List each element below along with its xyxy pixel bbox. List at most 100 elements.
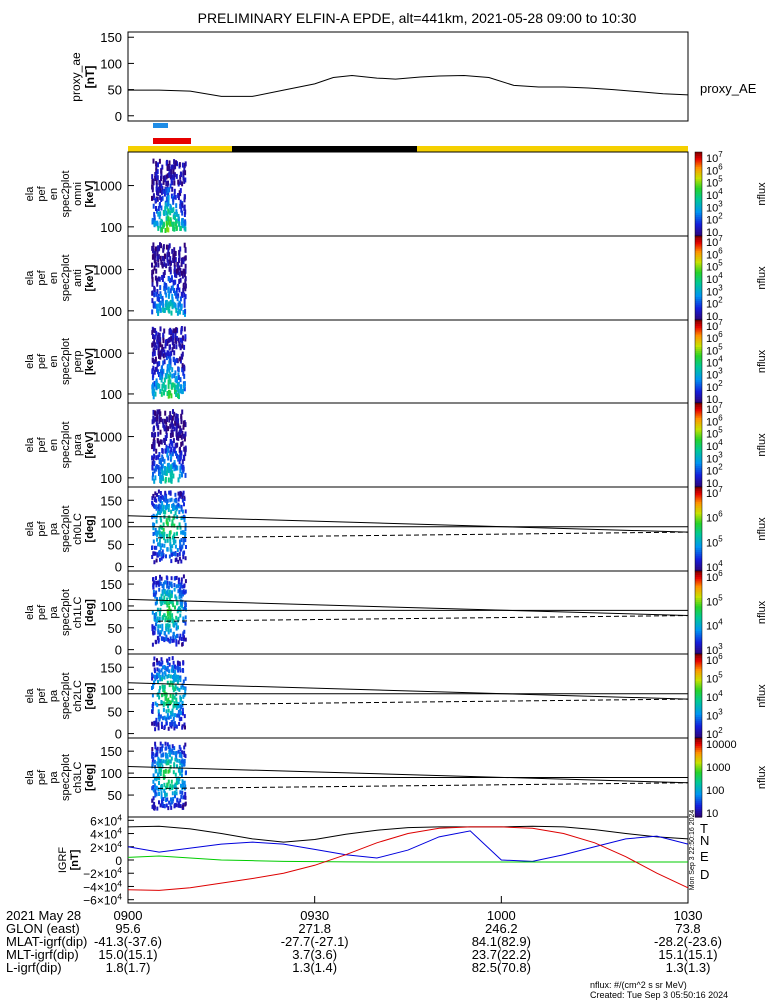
colorbar-cell [695,206,702,210]
spec-cell [182,574,185,579]
colorbar-cell [695,170,702,174]
spec-cell [157,772,160,777]
spec-cell [158,332,161,338]
colorbar-cell [695,363,702,367]
y-axis-label-line: pef [36,436,48,452]
spec-cell [172,328,175,334]
colorbar-cell [695,591,702,595]
spec-cell [167,191,170,197]
colorbar-cell [695,489,702,492]
spec-cell [184,605,186,610]
spec-cell [161,591,164,596]
spec-cell [170,415,172,421]
spec-cell [171,656,174,661]
spec-cell [166,589,169,594]
y-axis-label-line: en [48,188,60,200]
spec-cell [157,191,160,197]
colorbar-cell [695,301,702,304]
spec-cell [154,592,157,597]
spec-cell [158,361,161,367]
y-tick-label: −6×104 [83,892,122,908]
colorbar-cell [695,246,702,250]
y-axis-label-line: ela [24,270,36,286]
spec-cell [163,686,166,691]
spec-cell [171,285,174,291]
colorbar-cell [695,679,702,682]
spec-cell [164,759,167,764]
spec-cell [156,438,159,444]
spec-cell [152,302,155,308]
spec-cell [155,345,158,351]
spec-cell [177,502,180,507]
spec-cell [183,714,186,719]
colorbar-cell [695,608,702,612]
colorbar-cell [695,712,702,716]
spec-cell [157,206,160,211]
spec-cell [154,764,157,769]
spec-cell [177,393,179,399]
spec-cell [183,750,186,755]
colorbar-cell [695,614,702,618]
colorbar-tick-label: 104 [706,271,723,286]
colorbar-cell [695,200,702,203]
spec-cell [161,164,164,170]
spec-cell [168,160,171,166]
colorbar-cell [695,807,702,810]
spec-cell [161,665,164,670]
spec-cell [171,248,174,254]
colorbar-cell [695,771,702,775]
spec-cell [177,431,180,437]
spec-cell [153,498,156,502]
spec-cell [169,537,172,542]
spec-cell [159,741,162,746]
spec-cell [175,357,178,363]
colorbar-cell [695,491,702,494]
spec-cell [151,710,154,714]
spec-cell [152,592,155,597]
y-axis-label-line: [keV] [84,431,96,458]
spec-cell [182,467,185,473]
spec-cell [176,414,179,419]
spec-cell [165,615,168,620]
spec-cell [152,803,155,808]
spec-cell [152,785,155,789]
spec-cell [179,296,182,302]
spec-cell [168,308,171,314]
colorbar-cell [695,187,702,191]
spec-cell [175,392,178,397]
spec-cell [170,384,173,389]
colorbar-cell [695,566,702,570]
spec-cell [177,618,180,623]
colorbar-cell [695,643,702,647]
series-label: proxy_AE [700,81,757,96]
spec-cell [176,798,179,803]
colorbar-cell [695,463,702,467]
spec-cell [151,195,153,201]
colorbar-cell [695,593,702,597]
spec-cell [165,305,168,311]
spec-cell [170,523,173,528]
spec-cell [155,583,158,588]
spec-cell [161,186,164,192]
y-axis-label-line: spec2plot [60,338,72,385]
spec-cell [153,545,156,550]
spec-cell [179,708,182,713]
spec-cell [173,701,176,706]
spec-cell [168,554,171,559]
spec-cell [163,595,166,600]
spec-cell [170,576,173,581]
spec-cell [167,287,170,293]
spec-cell [179,753,182,758]
proxy-ae-line [128,74,689,97]
colorbar-cell [695,202,702,206]
y-tick-label: 0 [115,560,122,575]
spec-cell [184,431,187,437]
spec-cell [177,435,180,441]
spec-cell [172,196,175,202]
spec-cell [171,665,174,669]
spec-cell [179,747,182,752]
colorbar-cell [695,432,702,436]
spec-cell [151,330,154,336]
spec-cell [161,764,164,769]
